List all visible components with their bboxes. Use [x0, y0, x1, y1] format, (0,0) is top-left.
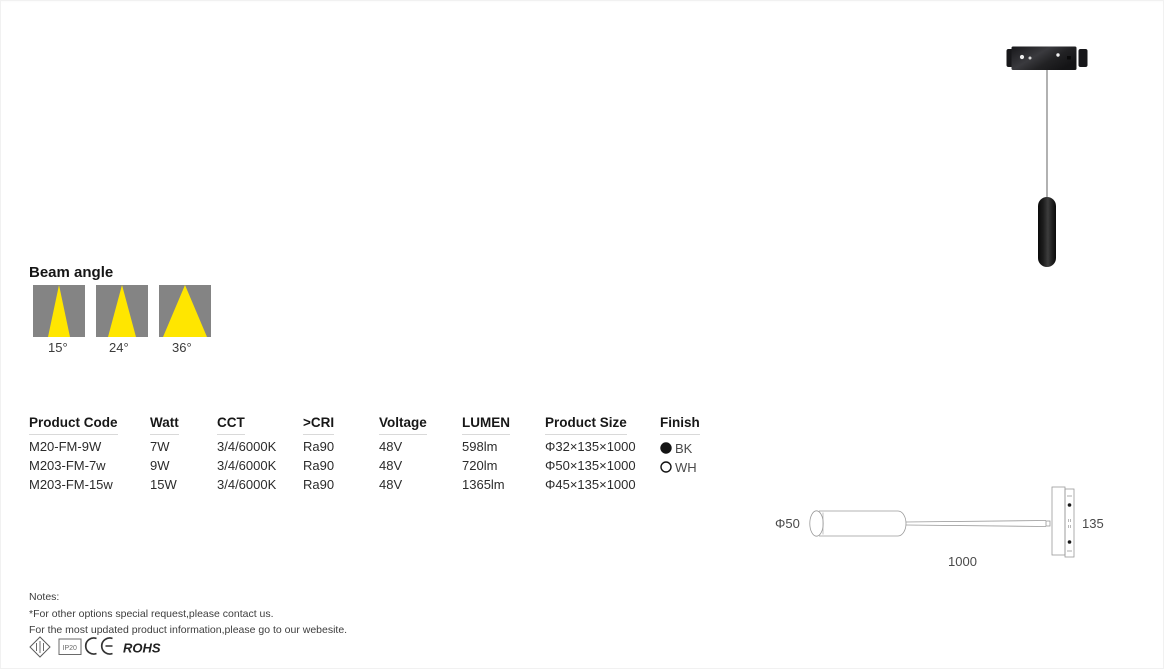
svg-text:ROHS: ROHS [123, 641, 161, 656]
svg-text:IP20: IP20 [63, 645, 78, 652]
svg-text:Φ50: Φ50 [775, 516, 800, 531]
svg-text:1000: 1000 [948, 554, 977, 569]
svg-text:135: 135 [1082, 516, 1104, 531]
